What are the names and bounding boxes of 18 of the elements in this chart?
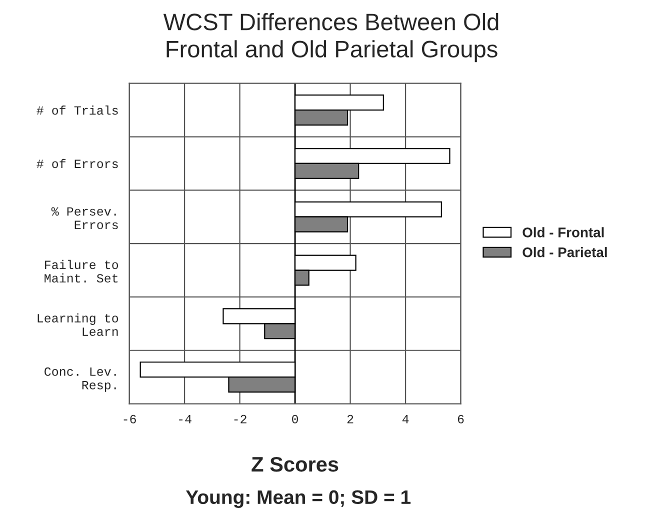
x-tick-label: -2 <box>234 414 246 424</box>
x-tick-label: -6 <box>124 414 136 424</box>
y-tick-label: # of Errors <box>36 158 118 168</box>
y-tick-label: Learning to Learn <box>38 313 118 336</box>
y-tick-label: Failure to Maint. Set <box>44 260 118 283</box>
legend-label: Old - Frontal <box>522 227 604 238</box>
x-tick-label: 4 <box>402 415 409 424</box>
x-tick-label: 0 <box>292 414 298 424</box>
legend-label: Old - Parietal <box>522 247 607 258</box>
x-tick-label: 2 <box>347 414 354 424</box>
y-tick-label: # of Trials <box>36 106 118 115</box>
x-axis-title: Z Scores <box>252 456 338 472</box>
y-tick-label: % Persev. Errors <box>51 207 118 230</box>
chart-title: WCST Differences Between Old Frontal and Old Parietal Groups <box>163 13 498 62</box>
y-tick-label: Conc. Lev. Resp. <box>44 367 116 392</box>
x-tick-label: 6 <box>458 414 464 424</box>
x-tick-label: -4 <box>179 415 192 424</box>
text: Young: Mean = 0; SD = 1 <box>186 490 411 508</box>
